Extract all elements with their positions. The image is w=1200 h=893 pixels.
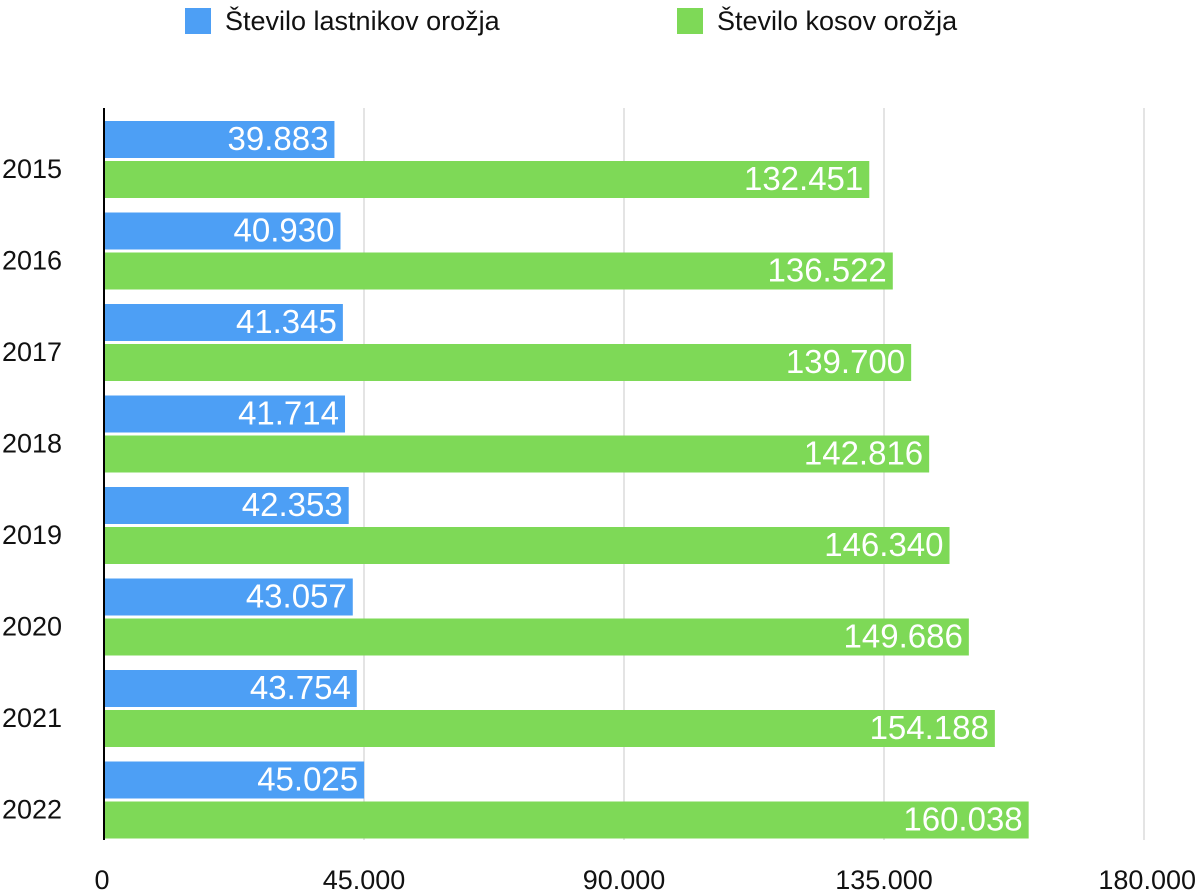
data-label-owners: 45.025 [257,761,358,798]
bar-weapons [104,710,995,747]
bar-owners [104,578,353,616]
data-label-owners: 41.345 [236,303,337,340]
data-label-owners: 42.353 [242,486,343,523]
legend-item-owners: Število lastnikov orožja [185,4,500,38]
bar-weapons [104,435,930,473]
data-label-weapons: 149.686 [844,618,963,655]
bar-weapons [104,344,912,381]
y-tick-label: 2020 [2,612,62,642]
data-label-weapons: 142.816 [804,435,923,472]
data-label-weapons: 139.700 [786,343,905,380]
data-label-owners: 39.883 [227,120,328,157]
bar-owners [104,121,335,158]
y-tick-label: 2017 [2,337,62,367]
bar-owners [104,761,365,799]
bar-weapons [104,527,950,564]
data-label-owners: 40.930 [234,212,335,249]
bar-owners [104,395,346,433]
legend: Število lastnikov orožja Število kosov o… [0,4,1200,38]
data-label-weapons: 154.188 [870,709,989,746]
x-tick-label: 0 [94,865,109,893]
y-tick-label: 2018 [2,429,62,459]
x-tick-label: 45.000 [323,865,406,893]
data-label-weapons: 132.451 [744,160,863,197]
data-label-weapons: 160.038 [903,801,1022,838]
bar-owners [104,670,357,707]
bar-owners [104,304,343,341]
bar-weapons [104,252,893,290]
data-label-owners: 43.754 [250,669,351,706]
legend-label-owners: Število lastnikov orožja [225,5,500,36]
y-tick-label: 2015 [2,154,62,184]
legend-item-weapons: Število kosov orožja [677,4,957,38]
data-label-weapons: 146.340 [824,526,943,563]
bar-weapons [104,161,870,198]
legend-swatch-owners [185,8,211,34]
bar-weapons [104,618,969,656]
legend-swatch-weapons [677,8,703,34]
x-tick-label: 180.000 [1098,865,1196,893]
bar-owners [104,212,341,250]
legend-label-weapons: Število kosov orožja [717,5,958,36]
data-label-owners: 43.057 [246,578,347,615]
data-label-owners: 41.714 [238,395,339,432]
y-tick-label: 2021 [2,703,62,733]
y-tick-label: 2019 [2,520,62,550]
data-label-weapons: 136.522 [767,252,886,289]
x-tick-label: 90.000 [583,865,666,893]
x-tick-label: 135.000 [835,865,933,893]
y-tick-label: 2022 [2,795,62,825]
bar-owners [104,487,349,524]
y-tick-label: 2016 [2,246,62,276]
bar-weapons [104,801,1029,839]
